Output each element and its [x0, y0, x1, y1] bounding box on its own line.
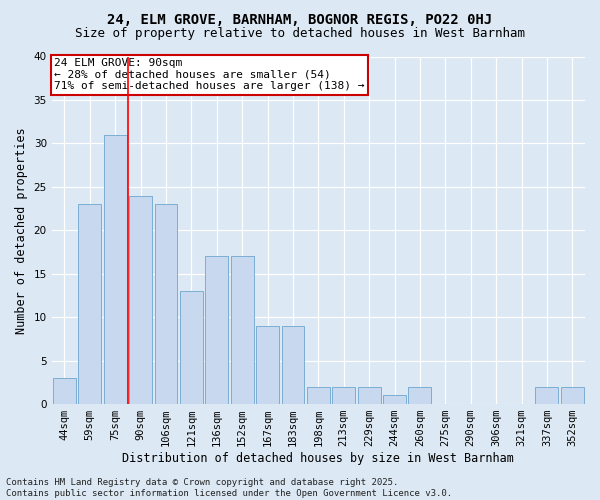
Bar [307, 386, 330, 404]
Text: 24 ELM GROVE: 90sqm
← 28% of detached houses are smaller (54)
71% of semi-detach: 24 ELM GROVE: 90sqm ← 28% of detached ho… [55, 58, 365, 92]
Bar [53, 378, 76, 404]
X-axis label: Distribution of detached houses by size in West Barnham: Distribution of detached houses by size … [122, 452, 514, 465]
Bar [332, 386, 355, 404]
Bar [256, 326, 279, 404]
Text: 24, ELM GROVE, BARNHAM, BOGNOR REGIS, PO22 0HJ: 24, ELM GROVE, BARNHAM, BOGNOR REGIS, PO… [107, 12, 493, 26]
Bar [79, 204, 101, 404]
Bar [180, 291, 203, 404]
Bar [281, 326, 304, 404]
Bar [358, 386, 380, 404]
Bar [155, 204, 178, 404]
Bar [129, 196, 152, 404]
Y-axis label: Number of detached properties: Number of detached properties [15, 127, 28, 334]
Bar [383, 396, 406, 404]
Bar [535, 386, 559, 404]
Bar [561, 386, 584, 404]
Text: Contains HM Land Registry data © Crown copyright and database right 2025.
Contai: Contains HM Land Registry data © Crown c… [6, 478, 452, 498]
Text: Size of property relative to detached houses in West Barnham: Size of property relative to detached ho… [75, 28, 525, 40]
Bar [409, 386, 431, 404]
Bar [205, 256, 228, 404]
Bar [231, 256, 254, 404]
Bar [104, 134, 127, 404]
